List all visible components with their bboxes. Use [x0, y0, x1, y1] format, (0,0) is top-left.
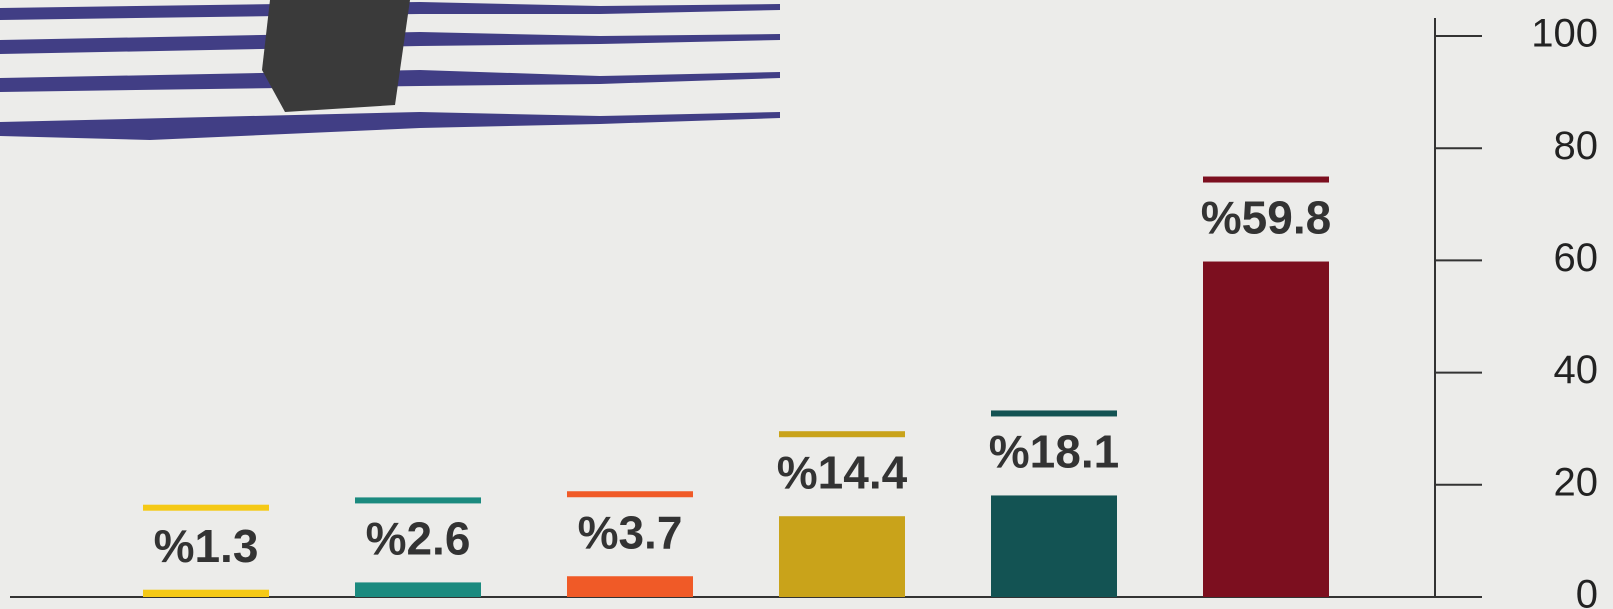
bar: [143, 590, 269, 597]
bar: [567, 576, 693, 597]
bar-cap: [355, 497, 481, 503]
value-label: %3.7: [578, 506, 683, 558]
bar-cap: [779, 431, 905, 437]
bar-cap: [143, 505, 269, 511]
value-label: %2.6: [366, 513, 471, 565]
value-label: %18.1: [989, 426, 1119, 478]
bar-cap: [567, 491, 693, 497]
bar: [355, 582, 481, 597]
bar: [779, 516, 905, 597]
value-label: %1.3: [154, 520, 259, 572]
y-tick-label: 100: [1531, 12, 1598, 56]
bar-cap: [1203, 177, 1329, 183]
chart: 0 20 40 60 80 100 %1.3 %2.6 %3.7 %14.4 %18.1 %59.8: [0, 0, 1613, 609]
bar: [1203, 262, 1329, 597]
value-label: %59.8: [1201, 192, 1331, 244]
y-tick-label: 80: [1554, 124, 1599, 168]
value-label: %14.4: [777, 446, 908, 498]
y-tick-label: 40: [1554, 348, 1599, 392]
y-tick-label: 60: [1554, 236, 1599, 280]
bar: [991, 495, 1117, 597]
y-tick-label: 20: [1554, 460, 1599, 504]
bar-cap: [991, 410, 1117, 416]
y-tick-label: 0: [1576, 573, 1598, 609]
